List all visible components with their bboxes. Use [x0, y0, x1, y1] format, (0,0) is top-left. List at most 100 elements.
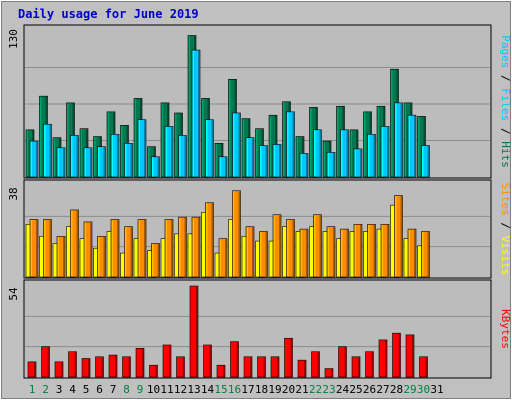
- panel-top-max-label: 130: [7, 29, 20, 49]
- bar-files-17: [245, 137, 255, 178]
- x-tick-19: 19: [268, 383, 281, 396]
- x-tick-1: 1: [29, 383, 36, 396]
- x-tick-9: 9: [137, 383, 144, 396]
- bar-sites-10: [151, 243, 160, 278]
- bar-kbytes-10: [149, 364, 158, 378]
- bar-kbytes-27: [378, 339, 388, 378]
- x-tick-15: 15: [214, 383, 227, 396]
- bar-kbytes-8: [122, 356, 131, 378]
- legend-sites: Sites: [499, 183, 512, 216]
- bar-sites-16: [232, 190, 241, 278]
- bar-kbytes-3: [54, 361, 64, 378]
- x-tick-17: 17: [241, 383, 254, 396]
- bar-files-10: [151, 156, 160, 178]
- bar-kbytes-16: [230, 341, 239, 378]
- bar-files-15: [218, 156, 228, 178]
- x-tick-3: 3: [56, 383, 63, 396]
- bar-files-27: [380, 126, 390, 178]
- x-tick-7: 7: [110, 383, 117, 396]
- legend-visits: Visits: [499, 229, 512, 275]
- bar-files-9: [137, 119, 147, 178]
- x-tick-18: 18: [255, 383, 268, 396]
- bar-files-2: [43, 123, 52, 178]
- bar-kbytes-15: [216, 364, 226, 378]
- bar-sites-24: [340, 228, 349, 278]
- bar-files-6: [97, 146, 106, 178]
- bar-files-1: [29, 140, 39, 178]
- x-tick-25: 25: [349, 383, 362, 396]
- bar-sites-5: [83, 221, 93, 278]
- bar-kbytes-29: [405, 334, 415, 378]
- x-tick-21: 21: [295, 383, 308, 396]
- bar-sites-3: [56, 235, 66, 278]
- bar-sites-25: [353, 224, 363, 278]
- x-tick-20: 20: [282, 383, 295, 396]
- bar-files-29: [407, 114, 417, 178]
- bar-sites-21: [299, 228, 309, 278]
- x-tick-26: 26: [363, 383, 376, 396]
- bar-kbytes-12: [176, 356, 185, 378]
- x-tick-11: 11: [160, 383, 173, 396]
- x-tick-22: 22: [309, 383, 322, 396]
- bar-files-28: [394, 102, 403, 178]
- bar-kbytes-9: [135, 348, 145, 378]
- legend-kbytes: KBytes: [499, 309, 512, 349]
- bar-files-18: [259, 145, 268, 178]
- x-tick-13: 13: [187, 383, 200, 396]
- legend-separator: /: [499, 121, 512, 134]
- x-tick-28: 28: [390, 383, 403, 396]
- bar-kbytes-23: [324, 368, 334, 378]
- bar-kbytes-26: [365, 351, 374, 378]
- bar-kbytes-22: [311, 351, 320, 378]
- bar-sites-30: [421, 231, 430, 278]
- bar-files-11: [164, 126, 174, 178]
- legend-separator: /: [499, 68, 512, 81]
- bar-kbytes-19: [270, 356, 280, 378]
- bar-kbytes-4: [68, 351, 77, 378]
- bar-sites-22: [313, 214, 322, 278]
- x-tick-12: 12: [174, 383, 187, 396]
- bar-files-13: [191, 49, 201, 178]
- bar-files-7: [110, 134, 120, 178]
- x-tick-23: 23: [322, 383, 335, 396]
- bar-files-21: [299, 153, 309, 178]
- bar-sites-15: [218, 238, 228, 278]
- bar-sites-4: [70, 209, 79, 278]
- bar-kbytes-28: [392, 332, 401, 378]
- bar-files-26: [367, 134, 376, 178]
- bar-sites-7: [110, 219, 120, 278]
- bar-kbytes-2: [41, 346, 50, 378]
- x-tick-16: 16: [228, 383, 241, 396]
- bar-kbytes-25: [351, 356, 361, 378]
- bar-kbytes-17: [243, 356, 253, 378]
- bar-kbytes-5: [81, 358, 91, 378]
- bar-kbytes-30: [419, 356, 428, 378]
- bar-sites-6: [97, 235, 106, 278]
- bar-kbytes-24: [338, 346, 347, 378]
- panel-bottom-max-label: 54: [7, 287, 20, 301]
- bar-sites-23: [326, 226, 336, 278]
- x-tick-24: 24: [336, 383, 350, 396]
- legend-pages: Pages: [499, 35, 512, 68]
- bar-files-20: [286, 111, 295, 178]
- bar-sites-29: [407, 228, 417, 278]
- bar-files-12: [178, 135, 187, 178]
- bar-kbytes-21: [297, 359, 307, 378]
- x-tick-29: 29: [403, 383, 416, 396]
- bar-kbytes-7: [108, 354, 118, 378]
- x-tick-4: 4: [69, 383, 76, 396]
- bar-sites-13: [191, 216, 201, 278]
- bar-kbytes-6: [95, 356, 104, 378]
- bar-files-14: [205, 119, 214, 178]
- bar-files-19: [272, 144, 282, 178]
- bar-files-22: [313, 129, 322, 178]
- bar-files-16: [232, 112, 241, 178]
- bar-sites-8: [124, 226, 133, 278]
- bar-sites-20: [286, 219, 295, 278]
- panel-top-legend: Pages / Files / Hits: [499, 35, 512, 168]
- legend-separator: /: [499, 216, 512, 229]
- bar-kbytes-1: [27, 361, 37, 378]
- x-tick-31: 31: [430, 383, 443, 396]
